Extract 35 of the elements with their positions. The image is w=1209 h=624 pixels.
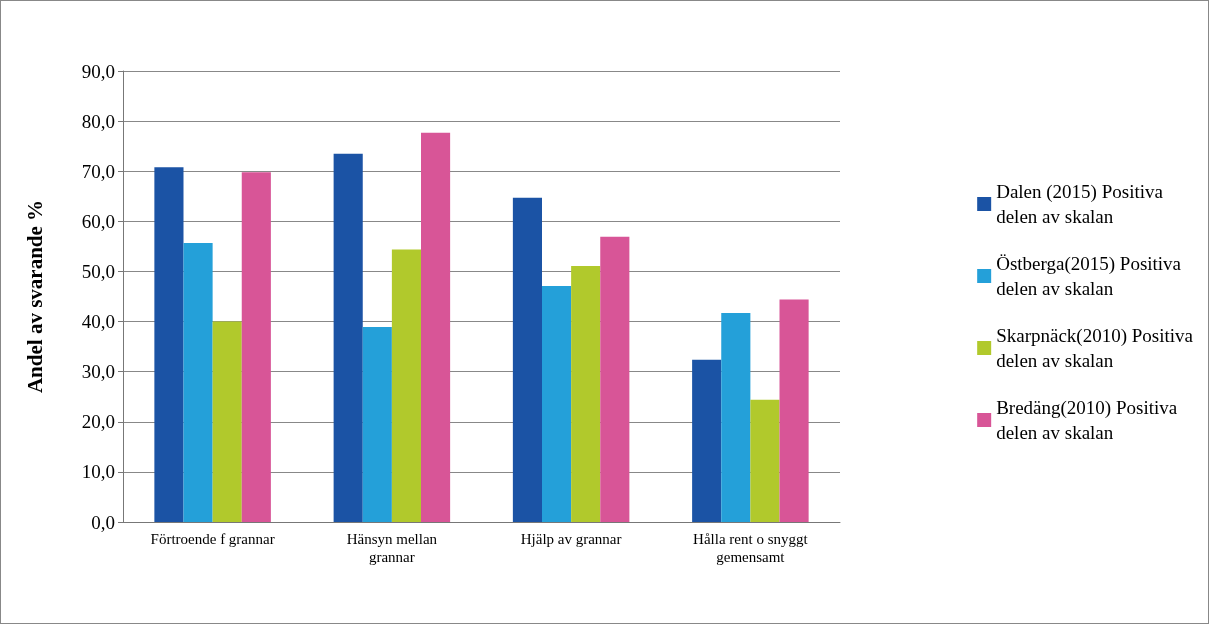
bar	[183, 242, 213, 522]
bar	[692, 359, 722, 522]
bar	[333, 153, 363, 522]
bar	[512, 197, 542, 522]
x-tick-label: Hänsyn mellan grannar	[346, 531, 438, 565]
bar	[779, 299, 809, 522]
x-tick-label: Förtroende f grannar	[150, 531, 275, 547]
legend-label: Skarpnäck(2010) Positiva delen av skalan	[996, 325, 1194, 371]
x-tick-label: Hålla rent o snyggt gemensamt	[693, 531, 809, 565]
y-tick-label: 90,0	[81, 60, 115, 82]
bar	[542, 285, 572, 522]
x-tick-label: Hjälp av grannar	[520, 531, 622, 547]
bar	[391, 249, 421, 522]
bar	[600, 236, 630, 522]
y-tick-label: 10,0	[81, 461, 115, 483]
bar	[750, 399, 780, 522]
y-tick-label: 80,0	[81, 110, 115, 132]
y-tick-label: 70,0	[81, 160, 115, 182]
legend-label: Dalen (2015) Positiva delen av skalan	[996, 181, 1164, 227]
y-tick-label: 0,0	[91, 511, 115, 533]
bar	[241, 172, 271, 522]
y-axis-title: Andel av svarande %	[22, 199, 47, 394]
bar	[421, 132, 451, 522]
y-tick-label: 50,0	[81, 260, 115, 282]
y-tick-label: 40,0	[81, 311, 115, 333]
legend-label: Bredäng(2010) Positiva delen av skalan	[996, 397, 1178, 443]
bar	[721, 313, 751, 522]
y-tick-label: 20,0	[81, 411, 115, 433]
bar	[571, 265, 601, 522]
y-tick-label: 60,0	[81, 210, 115, 232]
y-tick-label: 30,0	[81, 361, 115, 383]
bar	[212, 321, 242, 522]
bar	[362, 327, 392, 522]
bar	[154, 167, 184, 522]
legend-label: Östberga(2015) Positiva delen av skalan	[996, 253, 1182, 299]
